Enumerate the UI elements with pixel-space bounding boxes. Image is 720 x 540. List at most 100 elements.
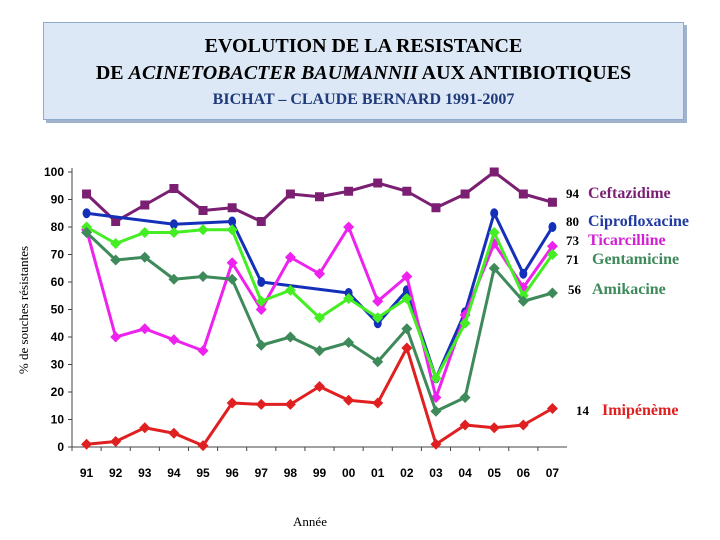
end-value-label: 73 <box>566 233 580 248</box>
data-point <box>546 403 558 414</box>
data-point <box>343 293 355 304</box>
y-tick-label: 60 <box>51 275 65 289</box>
data-point <box>372 295 384 307</box>
series-name-label: Gentamicine <box>592 251 679 268</box>
x-tick-label: 04 <box>458 466 472 480</box>
data-point <box>546 240 558 252</box>
x-tick-label: 02 <box>400 466 414 480</box>
data-point <box>256 217 266 226</box>
data-point <box>285 189 295 199</box>
data-point <box>459 392 471 403</box>
data-point <box>314 312 325 324</box>
data-point <box>547 197 557 207</box>
data-point <box>372 397 384 409</box>
end-value-label: 94 <box>566 186 580 201</box>
data-point <box>110 436 122 447</box>
data-point <box>168 427 180 439</box>
x-tick-label: 95 <box>196 466 210 480</box>
data-point <box>226 397 238 409</box>
x-tick-label: 94 <box>167 466 181 480</box>
data-point <box>548 222 557 232</box>
data-point <box>343 394 355 406</box>
data-point <box>255 295 267 307</box>
y-tick-label: 70 <box>51 248 65 262</box>
data-point <box>488 227 500 238</box>
data-point <box>430 372 442 384</box>
y-tick-label: 50 <box>51 303 65 317</box>
data-point <box>546 287 558 299</box>
data-point <box>168 273 180 285</box>
series-4 <box>81 227 558 417</box>
legend-layer: 94 Ceftazidime 80 Ciprofloxacine 73 Ticarcill… <box>566 185 689 419</box>
series-layer <box>81 167 558 452</box>
data-point <box>343 337 355 348</box>
data-point <box>197 440 209 452</box>
series-label-4: 56 Amikacine <box>568 281 666 298</box>
data-point <box>168 227 180 238</box>
x-tick-label: 99 <box>313 466 327 480</box>
x-tick-label: 97 <box>255 466 269 480</box>
y-tick-label: 100 <box>44 165 64 179</box>
series-name-label: Ticarcilline <box>588 232 666 249</box>
series-name-label: Amikacine <box>592 281 666 298</box>
x-tick-label: 05 <box>488 466 502 480</box>
data-point <box>315 192 324 202</box>
data-point <box>139 227 151 238</box>
data-point <box>226 224 238 236</box>
x-tick-label: 01 <box>371 466 385 480</box>
series-0 <box>82 167 557 226</box>
data-point <box>111 217 121 226</box>
title-prefix: DE <box>95 62 129 84</box>
data-point <box>401 342 413 354</box>
data-point <box>490 208 499 219</box>
data-point <box>226 257 238 269</box>
data-point <box>169 219 178 230</box>
data-point <box>546 249 558 260</box>
x-tick-label: 93 <box>138 466 152 480</box>
data-point <box>284 284 296 296</box>
series-label-2: 73 Ticarcilline <box>566 232 666 249</box>
title-suffix: AUX ANTIBIOTIQUES <box>417 62 632 84</box>
data-point <box>110 254 122 266</box>
data-point <box>255 304 267 315</box>
data-point <box>139 251 151 263</box>
data-point <box>255 398 267 410</box>
data-point <box>168 334 180 346</box>
data-point <box>257 277 266 287</box>
data-point <box>81 438 93 450</box>
data-point <box>343 221 355 233</box>
data-point <box>344 186 354 196</box>
data-point <box>401 293 413 304</box>
data-point <box>284 251 296 263</box>
data-point <box>314 268 325 280</box>
series-3 <box>81 221 558 384</box>
data-point <box>460 189 470 199</box>
end-value-label: 71 <box>566 252 579 267</box>
data-point <box>517 419 529 431</box>
data-point <box>459 419 471 431</box>
x-tick-label: 98 <box>284 466 298 480</box>
x-tick-label: 92 <box>109 466 123 480</box>
x-tick-label: 06 <box>517 466 531 480</box>
data-point <box>314 345 325 357</box>
data-point <box>518 189 528 199</box>
data-point <box>430 405 442 417</box>
chart-subtitle: BICHAT – CLAUDE BERNARD 1991-2007 <box>212 91 515 108</box>
data-point <box>228 216 237 227</box>
series-label-5: 14 Imipénème <box>576 402 678 419</box>
chart-title-line1: EVOLUTION DE LA RESISTANCE <box>204 35 523 57</box>
data-point <box>402 186 412 196</box>
data-point <box>401 323 413 335</box>
x-axis-label: Année <box>293 514 327 529</box>
series-line <box>86 346 554 448</box>
y-axis-label: % de souches résistantes <box>16 246 31 374</box>
data-point <box>372 356 384 368</box>
data-point <box>373 178 383 188</box>
series-label-3: 71 Gentamicine <box>566 251 679 268</box>
data-point <box>81 227 93 238</box>
data-point <box>488 262 500 274</box>
data-point <box>110 331 122 343</box>
data-point <box>255 339 267 351</box>
title-organism: ACINETOBACTER BAUMANNII <box>128 62 418 84</box>
